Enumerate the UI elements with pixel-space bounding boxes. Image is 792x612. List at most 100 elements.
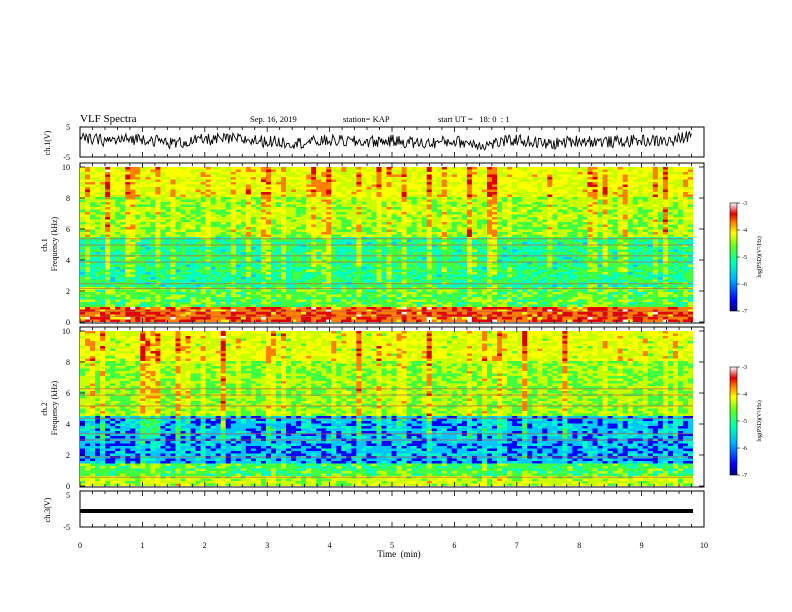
spectrogram-cell <box>466 174 473 178</box>
spectrogram-cell <box>255 249 262 253</box>
spectrogram-cell <box>512 219 518 223</box>
spectrogram-cell <box>376 177 382 180</box>
spectrogram-cell <box>245 252 252 255</box>
spectrogram-cell <box>361 214 367 218</box>
spectrogram-cell <box>667 184 674 188</box>
spectrogram-cell <box>115 192 121 195</box>
spectrogram-cell <box>507 229 513 233</box>
spectrogram-cell <box>612 182 618 185</box>
spectrogram-cell <box>431 239 438 243</box>
spectrogram-cell <box>612 209 618 213</box>
spectrogram-cell <box>441 252 448 255</box>
spectrogram-cell <box>627 259 633 263</box>
spectrogram-cell <box>421 184 427 188</box>
spectrogram-cell <box>85 249 91 253</box>
spectrogram-cell <box>230 244 237 248</box>
spectrogram-cell <box>592 234 598 238</box>
spectrogram-cell <box>155 217 161 220</box>
spectrogram-cell <box>502 212 508 215</box>
spectrogram-cell <box>461 249 468 253</box>
spectrogram-cell <box>235 262 242 265</box>
spectrogram-cell <box>421 209 427 213</box>
spectrogram-cell <box>637 219 644 223</box>
spectrogram-cell <box>105 262 111 265</box>
spectrogram-cell <box>275 209 282 213</box>
spectrogram-cell <box>336 192 342 195</box>
spectrogram-cell <box>120 257 126 260</box>
spectrogram-cell <box>190 259 196 263</box>
spectrogram-cell <box>552 199 558 203</box>
spectrogram-cell <box>140 227 146 230</box>
spectrogram-cell <box>140 217 146 220</box>
spectrogram-cell <box>517 187 523 190</box>
spectrogram-cell <box>466 242 473 245</box>
spectrogram-cell <box>507 192 513 195</box>
spectrogram-cell <box>617 252 623 255</box>
spectrogram-cell <box>537 172 543 175</box>
spectrogram-cell <box>235 244 242 248</box>
spectrogram-cell <box>135 169 141 173</box>
spectrogram-cell <box>205 219 211 223</box>
spectrogram-cell <box>642 167 649 170</box>
spectrogram-cell <box>336 197 342 200</box>
spectrogram-cell <box>481 167 488 170</box>
spectrogram-cell <box>185 187 191 190</box>
spectrogram-cell <box>492 219 498 223</box>
spectrogram-cell <box>552 169 558 173</box>
spectrogram-cell <box>522 177 528 180</box>
spectrogram-cell <box>592 209 598 213</box>
spectrogram-cell <box>95 252 101 255</box>
spectrogram-cell <box>602 219 608 223</box>
spectrogram-cell <box>687 172 693 175</box>
spectrogram-cell <box>617 187 623 190</box>
spectrogram-cell <box>637 259 644 263</box>
spectrogram-cell <box>567 257 573 260</box>
spectrogram-cell <box>80 217 86 220</box>
spectrogram-cell <box>542 252 548 255</box>
spectrogram-cell <box>572 264 578 268</box>
spectrogram-cell <box>617 247 623 250</box>
spectrogram-cell <box>286 177 292 180</box>
spectrogram-cell <box>371 194 377 198</box>
spectrogram-cell <box>687 207 693 210</box>
spectrogram-cell <box>115 204 121 208</box>
spectrogram-cell <box>396 212 402 215</box>
spectrogram-cell <box>537 204 543 208</box>
spectrogram-cell <box>140 219 146 223</box>
spectrogram-cell <box>230 169 237 173</box>
spectrogram-cell <box>275 197 282 200</box>
spectrogram-cell <box>677 182 684 185</box>
spectrogram-cell <box>110 262 116 265</box>
spectrogram-cell <box>617 209 623 213</box>
spectrogram-cell <box>497 199 503 203</box>
spectrogram-cell <box>502 252 508 255</box>
spectrogram-cell <box>657 219 664 223</box>
spectrogram-cell <box>662 169 669 173</box>
spectrogram-cell <box>431 172 438 175</box>
spectrogram-cell <box>471 167 478 170</box>
spectrogram-cell <box>306 179 312 183</box>
spectrogram-cell <box>652 182 659 185</box>
spectrogram-cell <box>135 249 141 253</box>
spectrogram-cell <box>476 239 483 243</box>
spectrogram-cell <box>441 239 448 243</box>
spectrogram-cell <box>110 252 116 255</box>
spectrogram-cell <box>376 262 382 265</box>
spectrogram-cell <box>436 232 443 235</box>
spectrogram-cell <box>265 189 272 193</box>
spectrogram-cell <box>110 259 116 263</box>
spectrogram-cell <box>622 222 628 225</box>
spectrogram-cell <box>200 169 206 173</box>
spectrogram-cell <box>381 222 387 225</box>
spectrogram-cell <box>607 189 613 193</box>
spectrogram-cell <box>110 222 116 225</box>
spectrogram-cell <box>215 262 221 265</box>
spectrogram-cell <box>336 194 342 198</box>
spectrogram-cell <box>507 249 513 253</box>
spectrogram-cell <box>165 222 171 225</box>
spectrogram-cell <box>185 172 191 175</box>
spectrogram-cell <box>331 224 337 228</box>
spectrogram-cell <box>597 199 603 203</box>
spectrogram-cell <box>426 177 433 180</box>
spectrogram-cell <box>481 242 488 245</box>
